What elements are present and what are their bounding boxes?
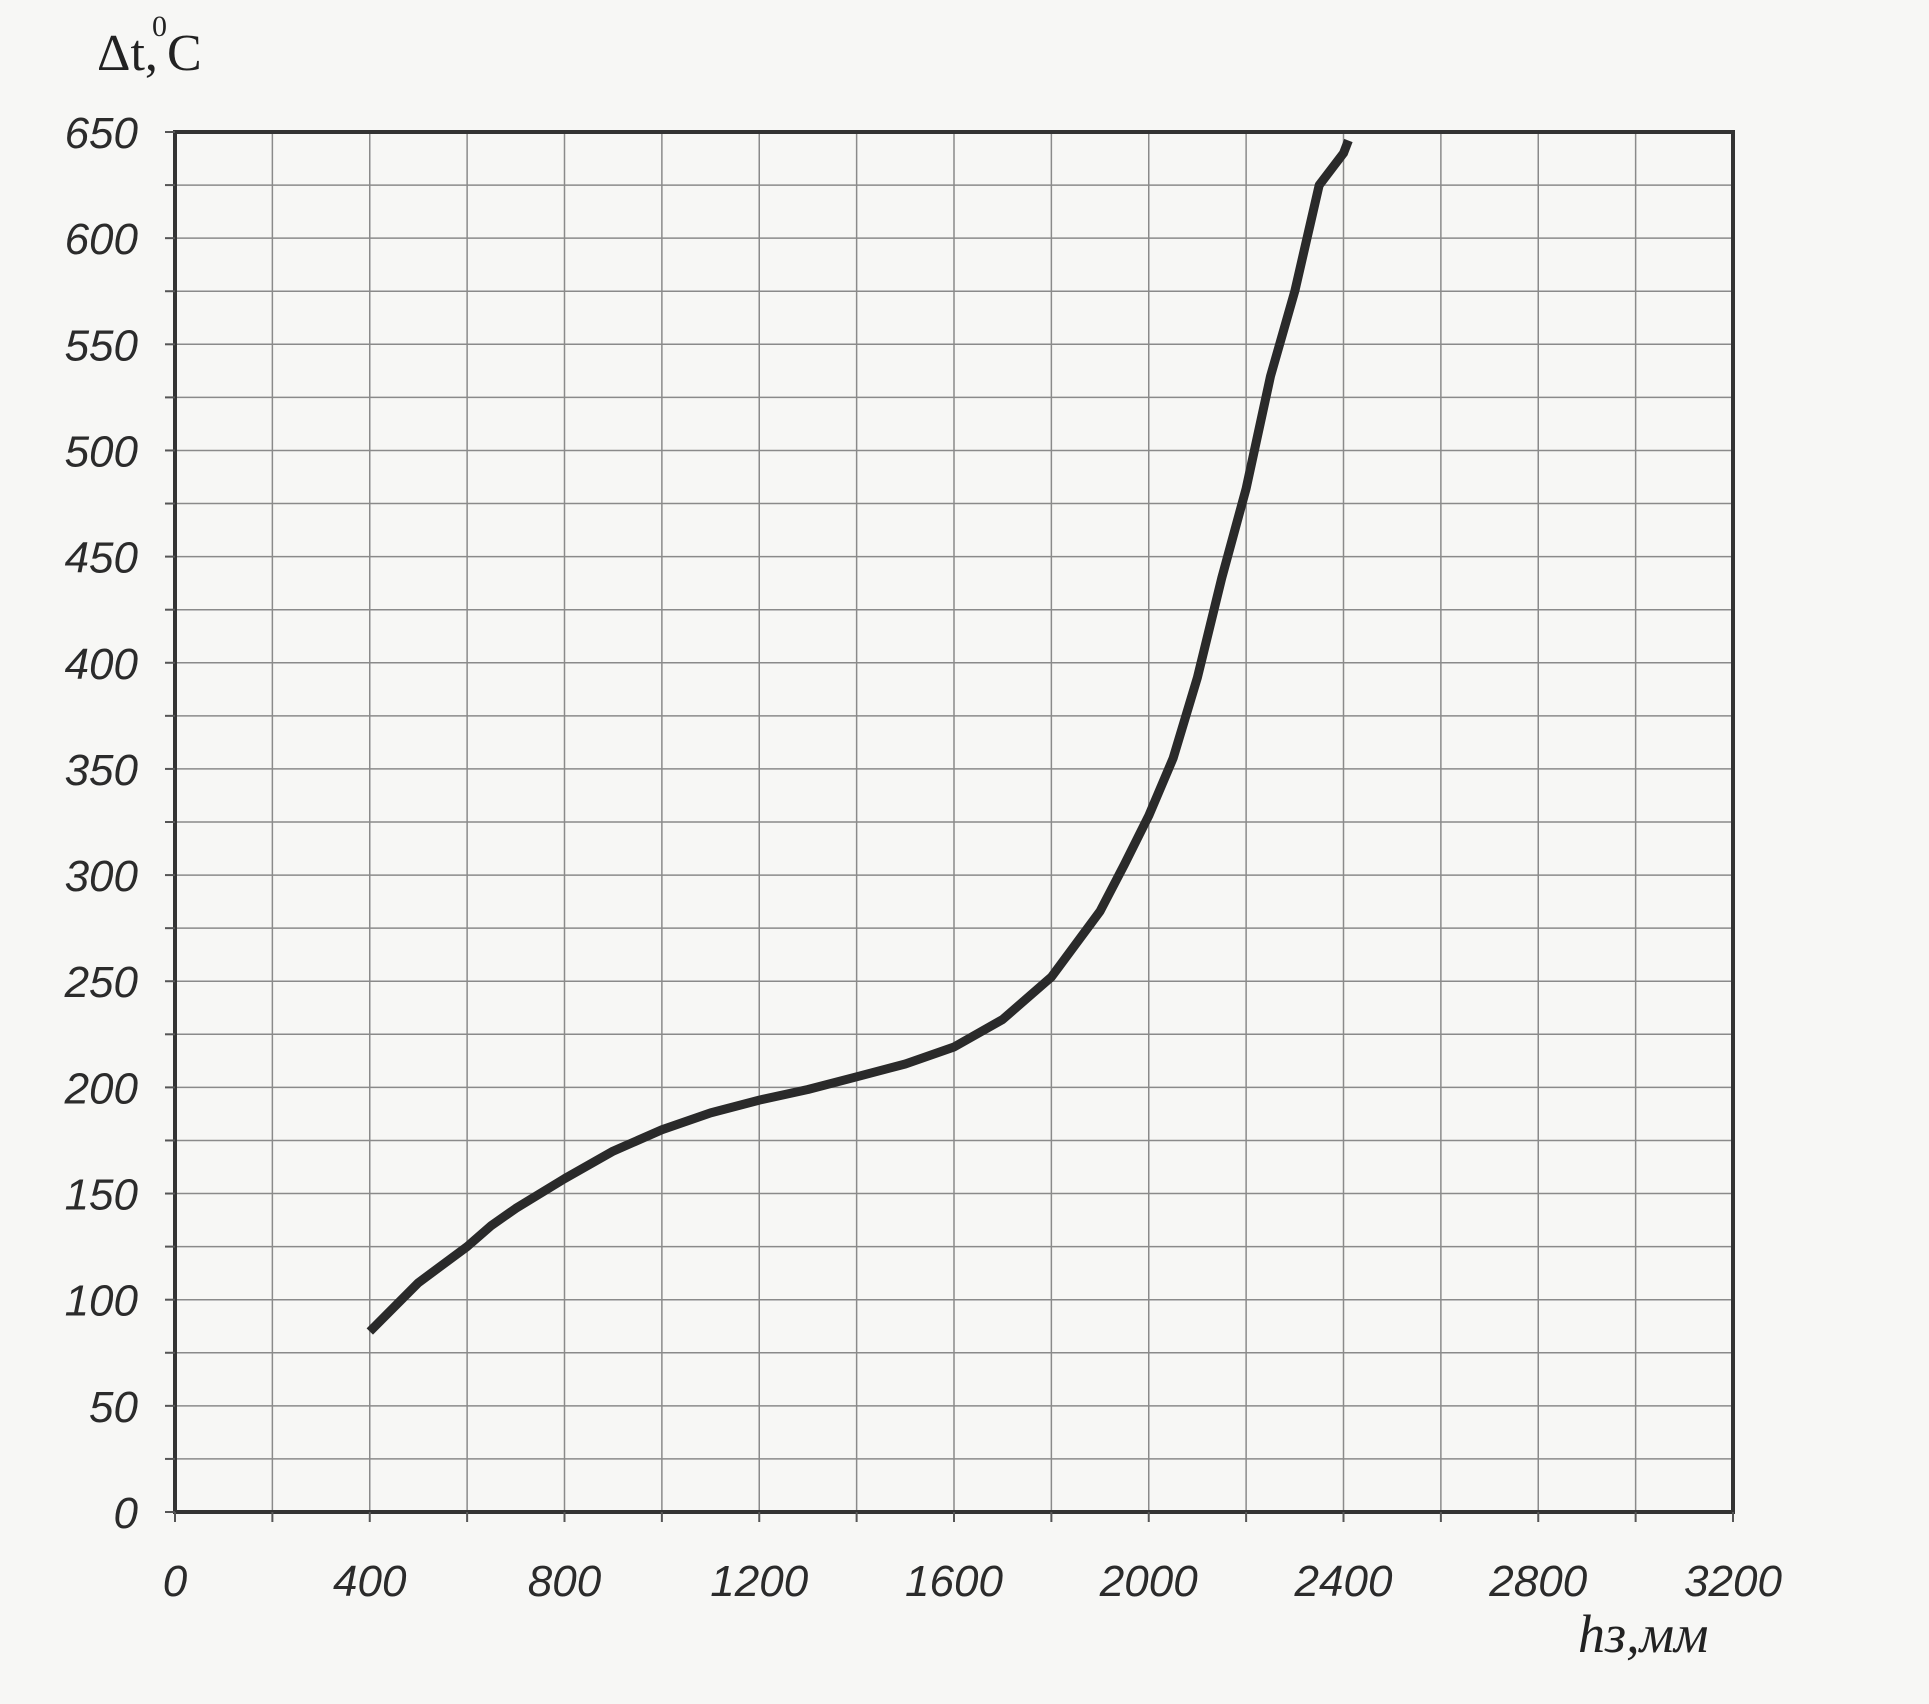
y-tick-label: 550 <box>65 321 139 370</box>
y-tick-label: 600 <box>65 215 139 264</box>
x-tick-label: 0 <box>163 1557 188 1606</box>
y-tick-label: 200 <box>64 1064 139 1113</box>
x-tick-label: 400 <box>333 1557 407 1606</box>
x-tick-label: 1200 <box>710 1557 808 1606</box>
x-tick-label: 3200 <box>1684 1557 1782 1606</box>
x-tick-label: 2000 <box>1099 1557 1198 1606</box>
y-tick-label: 50 <box>89 1383 138 1432</box>
y-tick-label: 0 <box>114 1489 139 1538</box>
y-tick-label: 650 <box>65 109 139 158</box>
x-axis-title: hз,мм <box>1578 1604 1709 1664</box>
y-tick-label: 300 <box>65 852 139 901</box>
grid <box>174 131 1734 1513</box>
x-tick-label: 2800 <box>1488 1557 1587 1606</box>
y-tick-label: 350 <box>65 746 139 795</box>
y-tick-label: 450 <box>65 534 139 583</box>
y-axis-title-unit: C <box>167 25 202 82</box>
x-axis-tick-labels: 0 400 800 1200 1600 2000 2400 2800 3200 <box>163 1557 1783 1606</box>
series-line <box>366 138 1353 1335</box>
x-tick-label: 2400 <box>1294 1557 1393 1606</box>
x-tick-label: 800 <box>528 1557 602 1606</box>
y-axis-title: Δt, <box>97 25 158 82</box>
y-tick-label: 250 <box>64 958 139 1007</box>
y-axis-title-superscript: 0 <box>152 10 167 43</box>
y-tick-label: 500 <box>65 427 139 476</box>
y-axis-tick-labels: 0 50 100 150 200 250 300 350 400 450 500 550 600 650 <box>64 109 139 1538</box>
y-tick-label: 100 <box>65 1277 139 1326</box>
y-tick-label: 400 <box>65 640 139 689</box>
axis-ticks <box>165 131 1734 1522</box>
series-group <box>366 138 1353 1335</box>
y-tick-label: 150 <box>65 1171 139 1220</box>
x-tick-label: 1600 <box>905 1557 1003 1606</box>
